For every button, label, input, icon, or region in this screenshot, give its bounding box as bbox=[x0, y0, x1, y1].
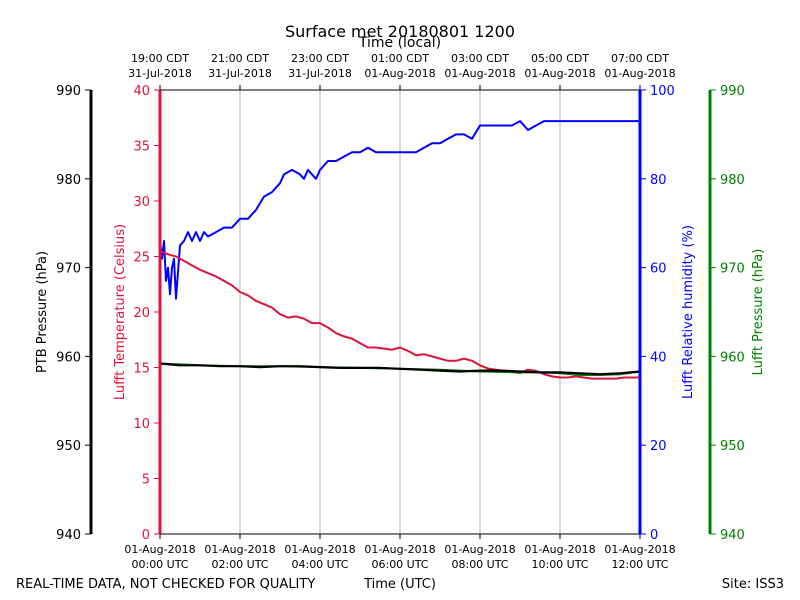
x-bottom-tick-label: 01-Aug-2018 bbox=[284, 543, 355, 556]
axes-layer: 01-Aug-2018 00:00 UTC 01-Aug-2018 02:00 UTC… bbox=[56, 52, 745, 571]
humidity-tick-label: 80 bbox=[650, 173, 667, 188]
x-top-tick-label: 05:00 CDT bbox=[531, 52, 589, 65]
x-top-tick-label: 31-Jul-2018 bbox=[208, 67, 272, 80]
x-bottom-tick-label: 01-Aug-2018 bbox=[364, 543, 435, 556]
lufft-pressure-tick-label: 970 bbox=[720, 262, 745, 277]
temperature-tick-label: 0 bbox=[142, 528, 150, 543]
temperature-tick-label: 35 bbox=[133, 140, 150, 155]
x-top-tick-label: 23:00 CDT bbox=[291, 52, 349, 65]
series-layer bbox=[159, 120, 641, 380]
lufft-pressure-tick-label: 950 bbox=[720, 439, 745, 454]
site-label: Site: ISS3 bbox=[722, 577, 784, 592]
x-top-axis-label: Time (local) bbox=[358, 35, 441, 51]
humidity-tick-label: 60 bbox=[650, 262, 667, 277]
x-top-tick-label: 19:00 CDT bbox=[131, 52, 189, 65]
temperature-tick-label: 30 bbox=[133, 195, 150, 210]
x-bottom-tick-label: 01-Aug-2018 bbox=[444, 543, 515, 556]
x-bottom-tick-label: 08:00 UTC bbox=[451, 558, 508, 571]
x-bottom-tick-label: 01-Aug-2018 bbox=[604, 543, 675, 556]
x-bottom-tick-label: 10:00 UTC bbox=[531, 558, 588, 571]
x-top-tick-label: 01:00 CDT bbox=[371, 52, 429, 65]
x-bottom-axis-label: Time (UTC) bbox=[363, 577, 436, 592]
lufft-pressure-tick-label: 940 bbox=[720, 528, 745, 543]
lufft-pressure-axis-label: Lufft Pressure (hPa) bbox=[751, 249, 766, 376]
x-bottom-tick-label: 01-Aug-2018 bbox=[524, 543, 595, 556]
x-top-tick-label: 31-Jul-2018 bbox=[288, 67, 352, 80]
ptb-pressure-tick-label: 970 bbox=[56, 262, 81, 277]
temperature-tick-label: 5 bbox=[142, 473, 150, 488]
humidity-tick-label: 100 bbox=[650, 84, 675, 99]
x-bottom-tick-label: 00:00 UTC bbox=[131, 558, 188, 571]
humidity-tick-label: 0 bbox=[650, 528, 658, 543]
ptb-pressure-axis-label: PTB Pressure (hPa) bbox=[35, 251, 50, 373]
x-top-tick-label: 01-Aug-2018 bbox=[364, 67, 435, 80]
temperature-tick-label: 25 bbox=[133, 251, 150, 266]
humidity-axis-label: Lufft Relative humidity (%) bbox=[681, 225, 696, 399]
x-top-tick-label: 07:00 CDT bbox=[611, 52, 669, 65]
lufft-pressure-tick-label: 960 bbox=[720, 350, 745, 365]
x-top-tick-label: 03:00 CDT bbox=[451, 52, 509, 65]
temperature-tick-label: 15 bbox=[133, 362, 150, 377]
x-bottom-tick-label: 01-Aug-2018 bbox=[124, 543, 195, 556]
x-bottom-tick-label: 01-Aug-2018 bbox=[204, 543, 275, 556]
series-line-temperature bbox=[159, 250, 640, 380]
x-bottom-tick-label: 06:00 UTC bbox=[371, 558, 428, 571]
x-bottom-tick-label: 02:00 UTC bbox=[211, 558, 268, 571]
humidity-tick-label: 20 bbox=[650, 439, 667, 454]
humidity-tick-label: 40 bbox=[650, 350, 667, 365]
x-top-tick-label: 01-Aug-2018 bbox=[444, 67, 515, 80]
grid-layer bbox=[239, 90, 561, 534]
series-line-humidity bbox=[159, 120, 640, 300]
ptb-pressure-tick-label: 940 bbox=[56, 528, 81, 543]
temperature-tick-label: 10 bbox=[133, 417, 150, 432]
ptb-pressure-tick-label: 950 bbox=[56, 439, 81, 454]
x-bottom-tick-label: 04:00 UTC bbox=[291, 558, 348, 571]
x-top-tick-label: 01-Aug-2018 bbox=[604, 67, 675, 80]
temperature-tick-label: 20 bbox=[133, 306, 150, 321]
temperature-axis-label: Lufft Temperature (Celsius) bbox=[113, 224, 128, 400]
quality-disclaimer: REAL-TIME DATA, NOT CHECKED FOR QUALITY bbox=[16, 577, 315, 592]
temperature-tick-label: 40 bbox=[133, 84, 150, 99]
lufft-pressure-tick-label: 990 bbox=[720, 84, 745, 99]
x-top-tick-label: 01-Aug-2018 bbox=[524, 67, 595, 80]
ptb-pressure-tick-label: 990 bbox=[56, 84, 81, 99]
x-top-tick-label: 31-Jul-2018 bbox=[128, 67, 192, 80]
ptb-pressure-tick-label: 980 bbox=[56, 173, 81, 188]
x-bottom-tick-label: 12:00 UTC bbox=[611, 558, 668, 571]
x-top-tick-label: 21:00 CDT bbox=[211, 52, 269, 65]
series-line-ptb_pressure bbox=[159, 362, 641, 376]
ptb-pressure-tick-label: 960 bbox=[56, 350, 81, 365]
lufft-pressure-tick-label: 980 bbox=[720, 173, 745, 188]
chart-title: Surface met 20180801 1200 bbox=[285, 22, 515, 41]
